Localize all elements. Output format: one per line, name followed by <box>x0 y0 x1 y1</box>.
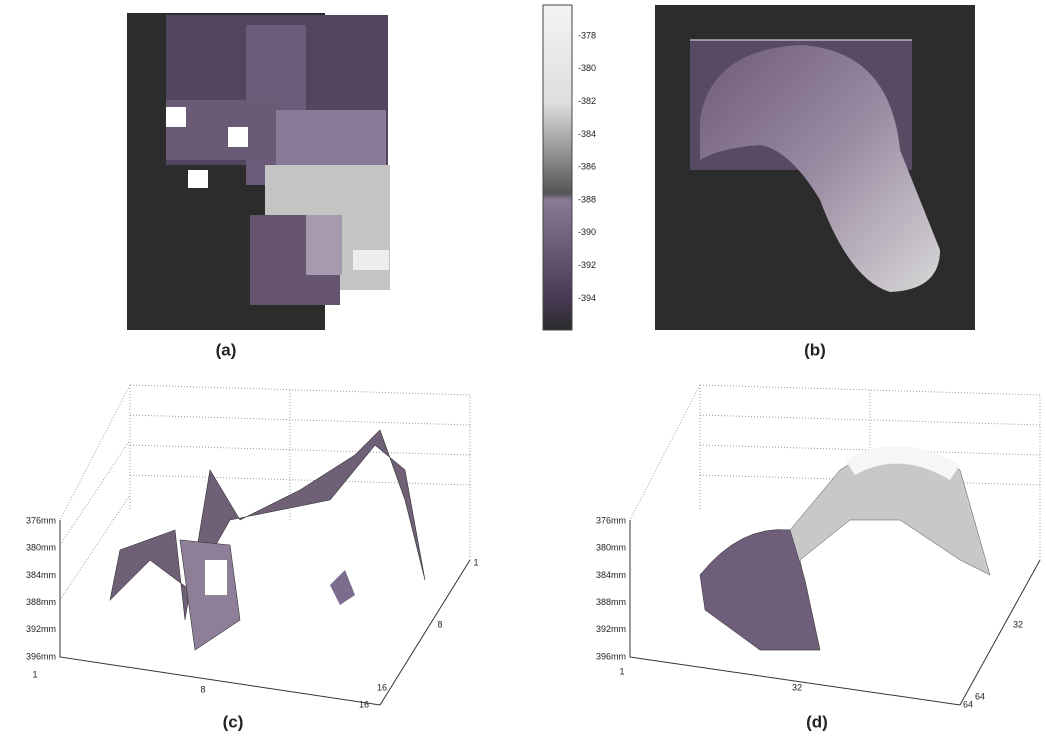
z-tick-label: 380mm <box>596 543 626 553</box>
image-a <box>127 13 409 330</box>
colorbar-tick-label: -384 <box>578 129 596 139</box>
z-tick-label: 376mm <box>596 515 626 525</box>
z-tick-label: 384mm <box>596 570 626 580</box>
y-tick-label: 1 <box>473 557 478 567</box>
image-b <box>655 5 975 330</box>
y-tick-label: 8 <box>437 619 442 629</box>
x-tick-label: 1 <box>619 666 624 676</box>
panel-caption: (c) <box>223 712 244 731</box>
y-tick-label: 32 <box>1013 619 1023 629</box>
panel-caption: (d) <box>806 712 828 731</box>
z-tick-label: 384mm <box>26 570 56 580</box>
colorbar-tick-label: -386 <box>578 162 596 172</box>
z-tick-label: 376mm <box>26 515 56 525</box>
x-tick-label: 1 <box>32 669 37 679</box>
colorbar-tick-label: -382 <box>578 96 596 106</box>
panel-caption: (b) <box>804 340 826 359</box>
y-tick-label: 64 <box>975 691 985 701</box>
colorbar-tick-label: -392 <box>578 260 596 270</box>
colorbar-tick-label: -378 <box>578 30 596 40</box>
panel-caption: (a) <box>216 340 237 359</box>
figure: (a) (b) (c) (d) -378 -380 -382 -384 -386 -388 -390… <box>0 0 1046 742</box>
y-tick-label: 16 <box>377 682 387 692</box>
x-tick-label: 8 <box>200 684 205 694</box>
surface-d <box>630 385 1040 705</box>
z-tick-label: 396mm <box>596 651 626 661</box>
z-tick-label: 392mm <box>26 624 56 634</box>
x-tick-label: 64 <box>963 699 973 709</box>
colorbar-tick-label: -380 <box>578 63 596 73</box>
z-tick-label: 388mm <box>596 597 626 607</box>
colorbar-tick-label: -394 <box>578 293 596 303</box>
z-tick-label: 380mm <box>26 543 56 553</box>
x-tick-label: 32 <box>792 682 802 692</box>
x-tick-label: 16 <box>359 699 369 709</box>
z-tick-label: 396mm <box>26 651 56 661</box>
colorbar <box>543 5 572 330</box>
z-tick-label: 392mm <box>596 624 626 634</box>
surface-c <box>60 385 470 705</box>
colorbar-tick-label: -390 <box>578 227 596 237</box>
z-tick-label: 388mm <box>26 597 56 607</box>
colorbar-tick-label: -388 <box>578 194 596 204</box>
